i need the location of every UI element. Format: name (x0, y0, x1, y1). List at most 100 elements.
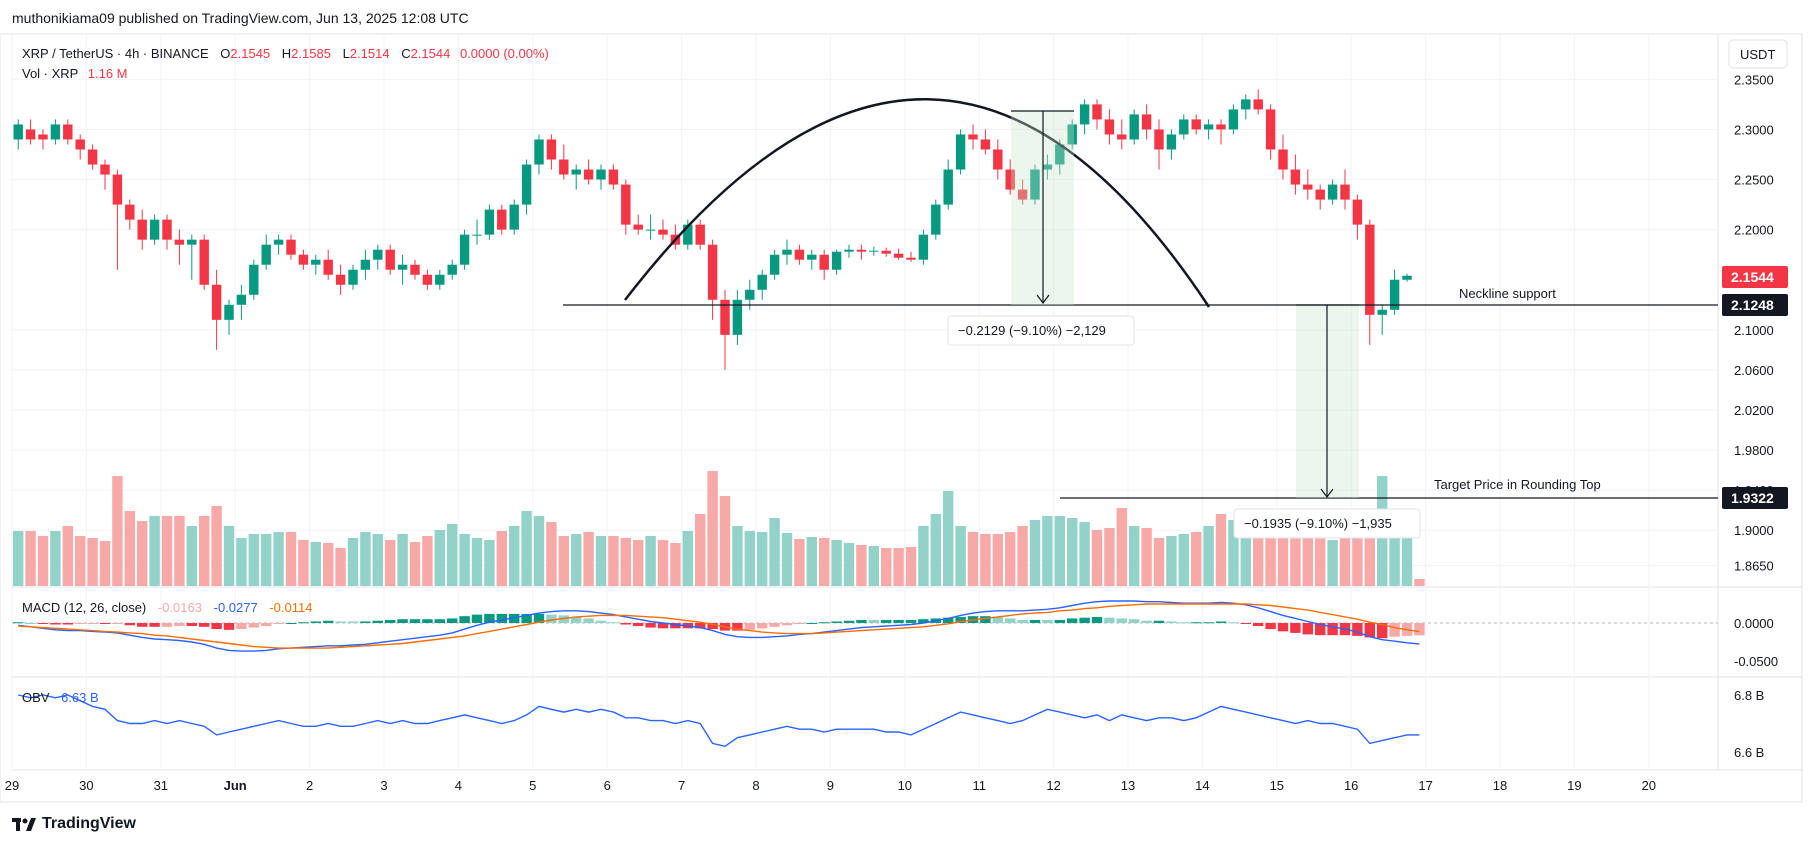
candle[interactable] (633, 214, 643, 235)
candle[interactable] (1079, 99, 1090, 135)
candle[interactable] (410, 259, 420, 280)
candle[interactable] (13, 119, 23, 150)
candle[interactable] (571, 164, 581, 190)
rounding-top-arc[interactable] (624, 98, 1211, 308)
candle[interactable] (906, 251, 916, 262)
candle[interactable] (472, 219, 482, 245)
candle[interactable] (695, 219, 705, 250)
candle[interactable] (509, 199, 519, 235)
candle[interactable] (125, 199, 135, 230)
candle[interactable] (373, 244, 383, 270)
candle[interactable] (769, 249, 780, 280)
candle[interactable] (993, 139, 1003, 180)
candle[interactable] (1030, 164, 1040, 205)
candle[interactable] (385, 244, 395, 275)
candle[interactable] (869, 246, 879, 256)
candle[interactable] (1191, 114, 1201, 135)
candle[interactable] (249, 259, 259, 300)
candle[interactable] (546, 134, 557, 170)
candle[interactable] (583, 159, 594, 185)
candle[interactable] (782, 239, 792, 265)
candle[interactable] (112, 169, 123, 270)
candle[interactable] (348, 264, 358, 290)
candle[interactable] (38, 129, 48, 150)
candle[interactable] (1092, 99, 1102, 130)
candle[interactable] (968, 124, 978, 150)
candle[interactable] (831, 249, 842, 275)
obv-legend[interactable]: OBV 6.63 B (22, 690, 99, 705)
candle[interactable] (621, 179, 631, 235)
candle[interactable] (893, 248, 904, 260)
candle[interactable] (1104, 109, 1115, 145)
candle[interactable] (1017, 179, 1028, 205)
candle[interactable] (1228, 104, 1239, 135)
candle[interactable] (298, 249, 309, 270)
candle[interactable] (286, 234, 296, 260)
candle[interactable] (497, 204, 507, 235)
candle[interactable] (162, 214, 172, 250)
macd-legend[interactable]: MACD (12, 26, close) -0.0163 -0.0277 -0.… (22, 600, 312, 615)
candle[interactable] (174, 229, 185, 265)
candle[interactable] (881, 247, 891, 257)
candle[interactable] (63, 119, 73, 145)
candle[interactable] (75, 134, 85, 160)
candle[interactable] (199, 234, 209, 290)
candle[interactable] (1042, 154, 1053, 180)
candle[interactable] (720, 289, 730, 370)
candle[interactable] (1340, 169, 1350, 210)
candle[interactable] (1278, 134, 1288, 180)
candle[interactable] (100, 159, 110, 190)
currency-button[interactable] (1728, 39, 1788, 69)
candle[interactable] (87, 144, 98, 170)
candle[interactable] (261, 234, 271, 270)
candle[interactable] (50, 119, 61, 145)
time-axis[interactable]: 29 30 31 Jun 2 3 4 5 6 7 8 9 10 11 12 13 14 15 16 17 18 19 20 (5, 778, 1656, 793)
candle[interactable] (1365, 219, 1375, 345)
candle[interactable] (1241, 94, 1251, 120)
candle[interactable] (931, 199, 941, 240)
candle[interactable] (1402, 273, 1412, 282)
candle[interactable] (273, 234, 284, 255)
candle[interactable] (137, 209, 147, 250)
candle[interactable] (980, 129, 991, 155)
candle[interactable] (1315, 184, 1325, 210)
candle[interactable] (1290, 154, 1301, 195)
candle[interactable] (844, 244, 854, 258)
candle[interactable] (732, 289, 743, 345)
candle[interactable] (819, 249, 829, 280)
candle[interactable] (955, 129, 966, 175)
candle[interactable] (224, 299, 234, 335)
candle[interactable] (1389, 269, 1400, 315)
candle[interactable] (360, 249, 371, 280)
candle[interactable] (1067, 119, 1077, 150)
candle[interactable] (484, 204, 495, 240)
candle[interactable] (1129, 109, 1139, 145)
candle[interactable] (1117, 119, 1127, 150)
candle[interactable] (459, 229, 470, 270)
candle[interactable] (794, 244, 805, 265)
candle[interactable] (608, 164, 619, 190)
candle[interactable] (707, 239, 718, 320)
candle[interactable] (211, 269, 222, 350)
candle[interactable] (422, 269, 433, 290)
candle[interactable] (1352, 194, 1363, 240)
candle[interactable] (335, 264, 346, 295)
candle[interactable] (1377, 304, 1387, 335)
candle[interactable] (1216, 119, 1226, 145)
candle[interactable] (1154, 119, 1164, 170)
candle[interactable] (397, 254, 408, 285)
candle[interactable] (856, 244, 867, 260)
symbol-legend[interactable]: XRP / TetherUS · 4h · BINANCE O2.1545 H2… (22, 46, 549, 61)
candle[interactable] (918, 229, 929, 265)
candle[interactable] (658, 219, 668, 240)
candle[interactable] (757, 269, 767, 300)
candle[interactable] (596, 164, 606, 190)
candle[interactable] (187, 234, 197, 280)
candle[interactable] (1265, 104, 1276, 160)
tradingview-logo[interactable]: TradingView (12, 815, 136, 833)
candle[interactable] (1179, 114, 1189, 140)
candle[interactable] (943, 159, 953, 210)
candle[interactable] (645, 214, 656, 240)
candle[interactable] (323, 249, 333, 280)
